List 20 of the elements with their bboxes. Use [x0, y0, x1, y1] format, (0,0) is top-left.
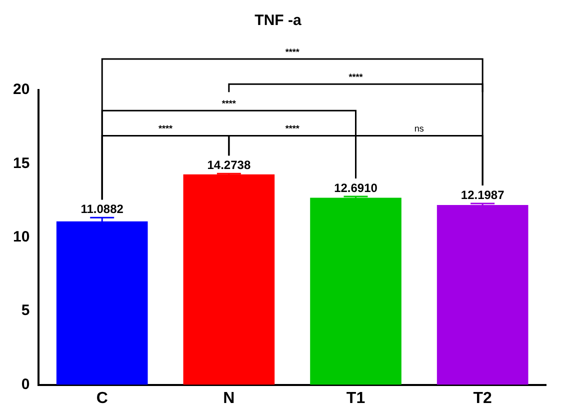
y-tick-label: 5	[21, 302, 30, 320]
annotation: ****	[158, 124, 174, 134]
x-tick-label: T1	[346, 390, 366, 407]
y-tick-label: 10	[12, 228, 30, 246]
data-label: 12.6910	[334, 180, 378, 195]
data-label: 14.2738	[207, 158, 251, 172]
data-label: 12.1987	[460, 188, 505, 202]
x-tick-label: T2	[473, 390, 492, 407]
data-label: 11.0882	[80, 202, 124, 216]
annotation: ****	[285, 124, 300, 134]
annotation: ****	[222, 98, 236, 109]
y-tick-label: 20	[12, 81, 30, 98]
x-tick-label: C	[96, 390, 108, 407]
text: ****	[285, 47, 300, 58]
y-tick-label: 15	[12, 154, 30, 172]
y-tick-label: 0	[21, 376, 30, 393]
chart-title: TNF -a	[254, 12, 302, 30]
x-tick-label: N	[223, 390, 235, 407]
text: ****	[348, 72, 364, 82]
annotation: ns	[414, 124, 424, 134]
